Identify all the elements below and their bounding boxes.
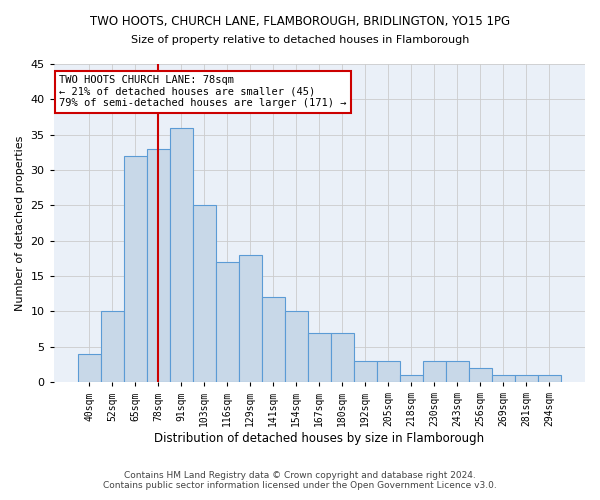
Y-axis label: Number of detached properties: Number of detached properties xyxy=(15,136,25,311)
Text: TWO HOOTS CHURCH LANE: 78sqm
← 21% of detached houses are smaller (45)
79% of se: TWO HOOTS CHURCH LANE: 78sqm ← 21% of de… xyxy=(59,75,347,108)
Bar xyxy=(377,361,400,382)
Bar xyxy=(354,361,377,382)
Bar xyxy=(515,375,538,382)
Text: Size of property relative to detached houses in Flamborough: Size of property relative to detached ho… xyxy=(131,35,469,45)
Bar xyxy=(400,375,423,382)
X-axis label: Distribution of detached houses by size in Flamborough: Distribution of detached houses by size … xyxy=(154,432,484,445)
Bar xyxy=(331,332,354,382)
Bar xyxy=(446,361,469,382)
Text: Contains HM Land Registry data © Crown copyright and database right 2024.
Contai: Contains HM Land Registry data © Crown c… xyxy=(103,470,497,490)
Bar xyxy=(423,361,446,382)
Bar xyxy=(193,206,216,382)
Bar xyxy=(538,375,561,382)
Bar xyxy=(308,332,331,382)
Bar xyxy=(262,298,285,382)
Bar xyxy=(124,156,147,382)
Bar xyxy=(147,149,170,382)
Text: TWO HOOTS, CHURCH LANE, FLAMBOROUGH, BRIDLINGTON, YO15 1PG: TWO HOOTS, CHURCH LANE, FLAMBOROUGH, BRI… xyxy=(90,15,510,28)
Bar xyxy=(170,128,193,382)
Bar xyxy=(239,255,262,382)
Bar xyxy=(469,368,492,382)
Bar xyxy=(101,312,124,382)
Bar xyxy=(285,312,308,382)
Bar xyxy=(216,262,239,382)
Bar xyxy=(78,354,101,382)
Bar xyxy=(492,375,515,382)
